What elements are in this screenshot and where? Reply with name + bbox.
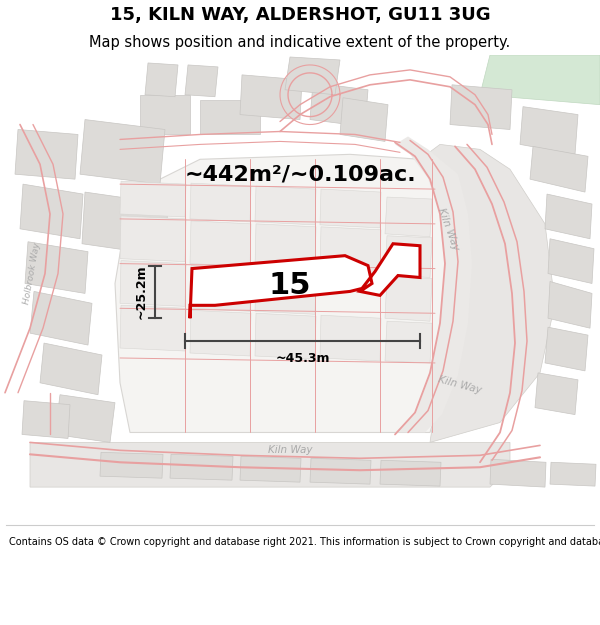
Text: 15: 15 xyxy=(269,271,311,300)
Polygon shape xyxy=(480,55,600,104)
Polygon shape xyxy=(240,456,301,482)
Text: 15, KILN WAY, ALDERSHOT, GU11 3UG: 15, KILN WAY, ALDERSHOT, GU11 3UG xyxy=(110,6,490,24)
Text: Kiln Way: Kiln Way xyxy=(268,446,312,456)
Text: ~45.3m: ~45.3m xyxy=(275,352,330,366)
Polygon shape xyxy=(340,98,388,141)
Polygon shape xyxy=(170,454,233,480)
Polygon shape xyxy=(190,244,420,318)
Polygon shape xyxy=(255,186,316,225)
Polygon shape xyxy=(385,321,432,363)
Polygon shape xyxy=(255,224,316,269)
Polygon shape xyxy=(530,146,588,192)
Polygon shape xyxy=(450,85,512,129)
Text: Map shows position and indicative extent of the property.: Map shows position and indicative extent… xyxy=(89,36,511,51)
Text: ~442m²/~0.109ac.: ~442m²/~0.109ac. xyxy=(184,164,416,184)
Polygon shape xyxy=(490,459,546,487)
Polygon shape xyxy=(15,129,78,179)
Polygon shape xyxy=(520,107,578,154)
Polygon shape xyxy=(120,216,186,262)
Polygon shape xyxy=(30,442,510,487)
Polygon shape xyxy=(285,57,340,95)
Polygon shape xyxy=(380,460,441,486)
Polygon shape xyxy=(120,181,186,217)
Polygon shape xyxy=(395,136,472,432)
Polygon shape xyxy=(535,373,578,414)
Polygon shape xyxy=(190,310,251,356)
Polygon shape xyxy=(190,183,251,222)
Polygon shape xyxy=(545,327,588,371)
Polygon shape xyxy=(185,65,218,97)
Polygon shape xyxy=(255,313,316,359)
Text: Contains OS data © Crown copyright and database right 2021. This information is : Contains OS data © Crown copyright and d… xyxy=(9,538,600,548)
Polygon shape xyxy=(120,306,186,351)
Polygon shape xyxy=(310,83,368,126)
Polygon shape xyxy=(82,192,168,256)
Polygon shape xyxy=(140,95,190,134)
Polygon shape xyxy=(310,458,371,484)
Polygon shape xyxy=(545,194,592,239)
Text: Kiln Way: Kiln Way xyxy=(436,206,460,251)
Polygon shape xyxy=(200,100,260,134)
Polygon shape xyxy=(80,119,165,184)
Polygon shape xyxy=(385,197,432,237)
Polygon shape xyxy=(550,462,596,486)
Polygon shape xyxy=(100,452,163,478)
Polygon shape xyxy=(30,291,92,345)
Polygon shape xyxy=(190,266,251,311)
Polygon shape xyxy=(415,144,555,442)
Polygon shape xyxy=(25,242,88,293)
Polygon shape xyxy=(55,395,115,442)
Polygon shape xyxy=(320,189,381,228)
Polygon shape xyxy=(190,221,251,267)
Polygon shape xyxy=(255,269,316,314)
Polygon shape xyxy=(548,281,592,328)
Polygon shape xyxy=(40,343,102,395)
Polygon shape xyxy=(385,276,432,321)
Polygon shape xyxy=(145,63,178,97)
Text: Holbrook Way: Holbrook Way xyxy=(22,242,42,305)
Polygon shape xyxy=(115,154,445,432)
Polygon shape xyxy=(240,75,302,119)
Polygon shape xyxy=(548,239,594,284)
Text: ~25.2m: ~25.2m xyxy=(134,264,148,319)
Polygon shape xyxy=(320,315,381,361)
Polygon shape xyxy=(20,184,83,239)
Text: Kiln Way: Kiln Way xyxy=(437,374,483,396)
Polygon shape xyxy=(22,401,70,438)
Polygon shape xyxy=(385,236,432,278)
Polygon shape xyxy=(320,227,381,272)
Polygon shape xyxy=(120,261,186,306)
